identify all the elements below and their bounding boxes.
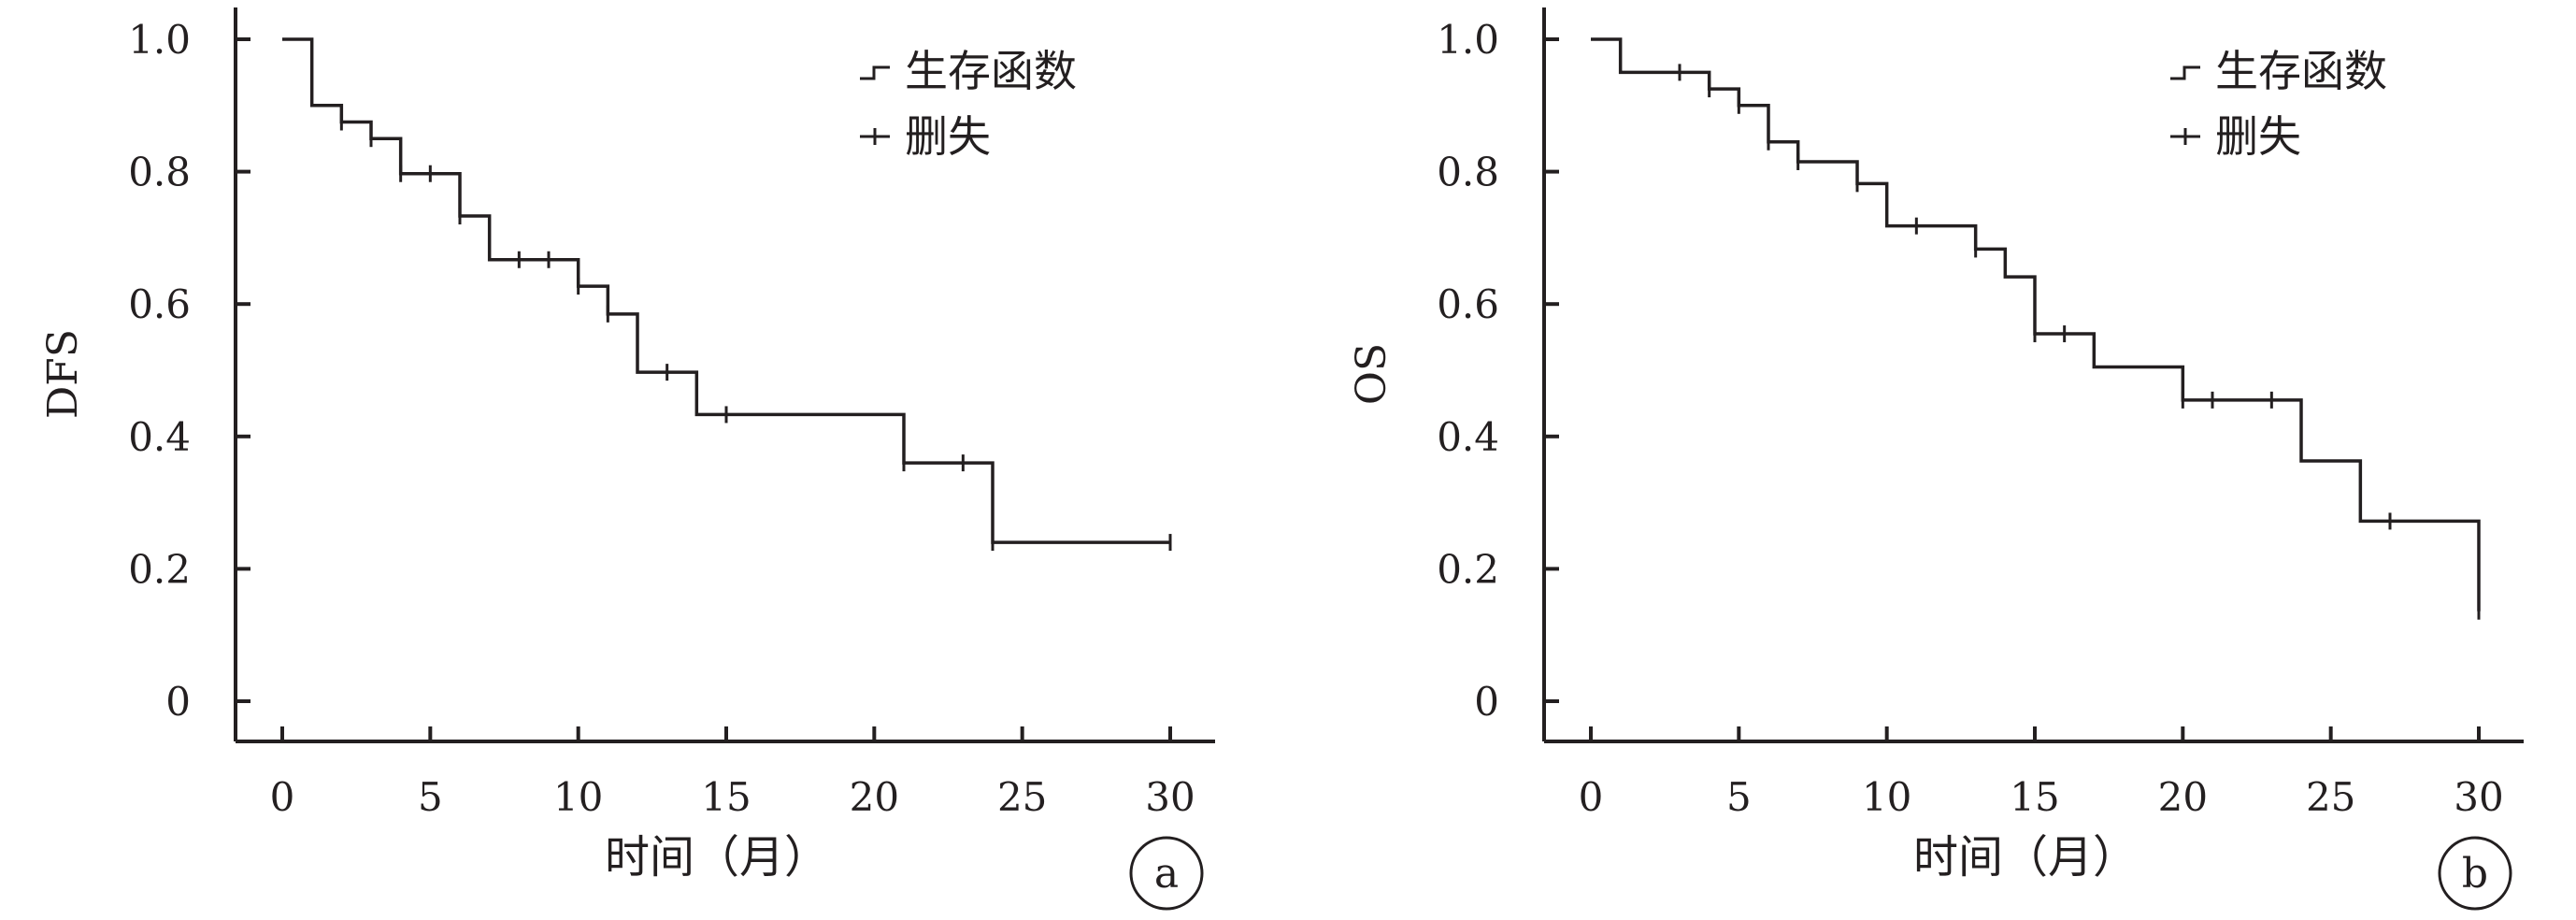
x-tick-label: 15 [2010, 774, 2059, 820]
y-tick-label: 0 [165, 679, 191, 725]
y-tick-label: 0.6 [128, 281, 191, 327]
panel-label: b [2462, 850, 2488, 898]
y-tick-label: 0.8 [128, 150, 191, 195]
x-tick-label: 20 [850, 774, 899, 820]
x-axis-title: 时间（月） [605, 831, 829, 884]
x-tick-label: 30 [1145, 774, 1195, 820]
y-tick-label: 1.0 [128, 17, 191, 63]
x-tick-label: 30 [2454, 774, 2503, 820]
x-tick-label: 0 [270, 774, 295, 820]
legend-survival-label: 生存函数 [905, 46, 1077, 96]
x-tick-label: 15 [701, 774, 751, 820]
panel-label-circle [1129, 836, 1204, 911]
y-tick-label: 0.8 [1437, 150, 1499, 195]
legend-censor-label: 删失 [905, 111, 991, 162]
x-tick-label: 25 [997, 774, 1047, 820]
x-tick-label: 5 [1726, 774, 1752, 820]
panel-label-circle [2438, 836, 2512, 911]
y-tick-label: 0.2 [1437, 546, 1499, 592]
y-tick-label: 0.6 [1437, 281, 1499, 327]
y-tick-label: 0.4 [128, 414, 191, 460]
x-tick-label: 20 [2158, 774, 2208, 820]
survival-curve [282, 37, 1170, 544]
legend-survival-label: 生存函数 [2215, 46, 2387, 96]
y-tick-label: 0.4 [1437, 414, 1499, 460]
legend-survival-swatch [860, 65, 890, 80]
chart-panel-a: 0 0.2 0.4 0.6 0.8 1.0 0 5 10 15 20 25 30 DFS 时间（月） 生存函数… [39, 7, 1215, 911]
chart-panel-b: 0 0.2 0.4 0.6 0.8 1.0 0 5 10 15 20 25 30 OS 时间（月） 生存函数删… [1348, 7, 2524, 911]
y-axis-title: OS [1348, 343, 1395, 405]
y-axis-title: DFS [39, 329, 87, 419]
panel-label: a [1154, 850, 1179, 898]
x-tick-label: 5 [418, 774, 443, 820]
y-tick-label: 0 [1474, 679, 1499, 725]
y-tick-label: 1.0 [1437, 17, 1499, 63]
x-tick-label: 10 [553, 774, 603, 820]
legend-censor-label: 删失 [2215, 111, 2301, 162]
x-tick-label: 10 [1862, 774, 1911, 820]
legend-survival-swatch [2170, 65, 2200, 80]
y-tick-label: 0.2 [128, 546, 191, 592]
survival-curve [1591, 37, 2481, 611]
x-axis-title: 时间（月） [1913, 831, 2138, 884]
x-tick-label: 25 [2306, 774, 2355, 820]
x-tick-label: 0 [1579, 774, 1604, 820]
